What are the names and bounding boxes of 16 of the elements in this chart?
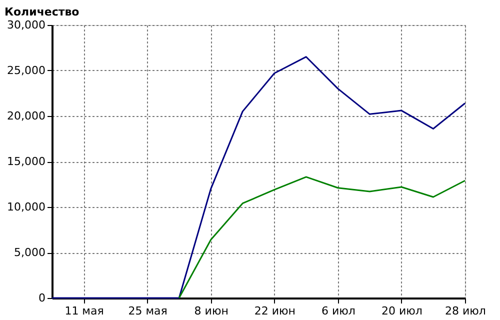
x-tick-label: 20 июл [381, 304, 422, 318]
line-series [178, 176, 466, 299]
x-tick-label: 8 июн [194, 304, 228, 318]
y-tick-label: 25,000 [7, 64, 46, 77]
y-axis-title: Количество [4, 6, 80, 18]
x-tick-label: 28 июл [445, 304, 486, 318]
y-tick-label: 20,000 [7, 110, 46, 122]
x-tick-label: 22 июн [254, 304, 296, 318]
y-tick-label: 5,000 [14, 246, 46, 259]
y-tick-label: 30,000 [7, 18, 46, 32]
y-tick-label: 10,000 [7, 200, 46, 214]
y-tick-label: 0 [38, 292, 46, 304]
y-tick-label: 15,000 [7, 155, 46, 168]
x-tick-label: 11 мая [64, 304, 104, 318]
x-tick-label: 6 июл [321, 304, 356, 318]
x-tick-label: 25 мая [128, 304, 168, 318]
